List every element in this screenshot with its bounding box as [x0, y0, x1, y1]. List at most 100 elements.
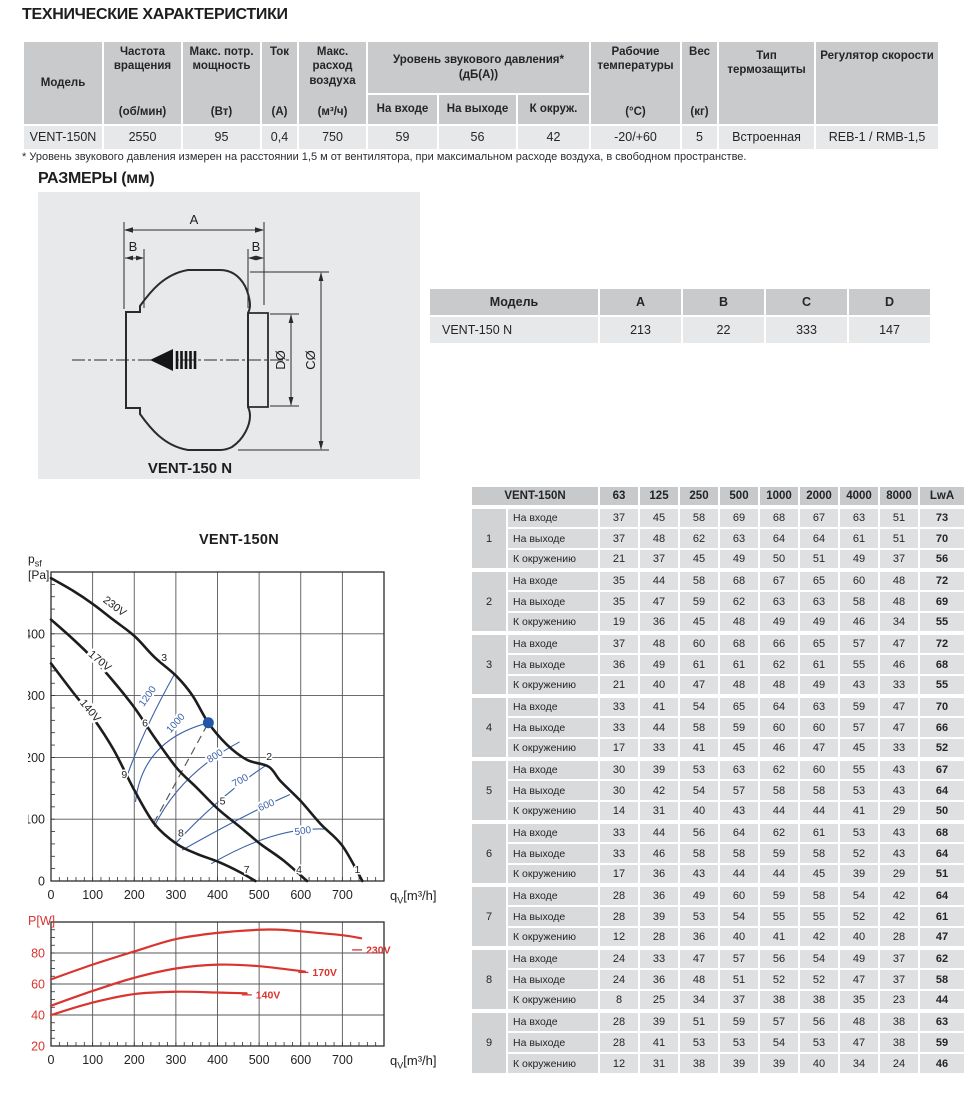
sound-value: 53: [838, 779, 880, 802]
dims-header-model: Модель: [428, 287, 600, 317]
sound-value: 41: [678, 737, 720, 760]
sound-value: 45: [838, 737, 880, 760]
sound-value: 28: [598, 905, 640, 928]
rpm-curve-label: 1200: [137, 684, 159, 709]
sound-header-freq: 250: [678, 485, 720, 508]
sound-header-freq: 63: [598, 485, 640, 508]
sound-value: 46: [758, 737, 800, 760]
mode-point-label: 6: [142, 718, 148, 730]
sound-value: 35: [598, 590, 640, 613]
sound-value: 23: [878, 989, 920, 1012]
sound-value: 64: [718, 820, 760, 844]
sound-value: 36: [638, 968, 680, 991]
sound-value: 35: [838, 989, 880, 1012]
sound-data-row: 5 На входе 30 39 53 63 62 60 55 43 67: [470, 757, 966, 823]
sound-value: 51: [878, 527, 920, 550]
sound-value: 45: [678, 611, 720, 634]
sound-value: 37: [878, 968, 920, 991]
spec-data-row: VENT-150N 2550 95 0,4 750 59 56 42 -20/+…: [22, 124, 940, 151]
sound-value: 40: [678, 800, 720, 823]
sound-value: 60: [678, 631, 720, 655]
curve-label-140V: 140V: [77, 697, 103, 725]
sound-row-label: К окружению: [506, 800, 600, 823]
sound-value: 44: [798, 800, 840, 823]
sound-value: 34: [878, 611, 920, 634]
sound-value: 56: [678, 820, 720, 844]
sound-value: 48: [878, 568, 920, 592]
sound-value: 51: [878, 505, 920, 529]
sound-header-freq: 8000: [878, 485, 920, 508]
sound-value: 44: [758, 863, 800, 886]
sound-value: 39: [758, 1052, 800, 1075]
sound-lwa-value: 72: [918, 631, 966, 655]
sound-value: 8: [598, 989, 640, 1012]
y-tick-label: 400: [28, 627, 45, 641]
sound-value: 31: [638, 800, 680, 823]
sound-data-row: 6 На входе 33 44 56 64 62 61 53 43 68: [470, 820, 966, 886]
sound-value: 43: [878, 842, 920, 865]
sound-value: 43: [838, 674, 880, 697]
sound-lwa-value: 68: [918, 653, 966, 676]
sound-value: 45: [638, 505, 680, 529]
x-tick-label: 700: [332, 888, 353, 902]
page-title: ТЕХНИЧЕСКИЕ ХАРАКТЕРИСТИКИ: [22, 6, 288, 23]
sound-value: 57: [718, 946, 760, 970]
dims-value-a: 213: [598, 315, 683, 345]
sound-header-row: VENT-150N 63 125 250 500 1000 2000 4000 8000 LwA: [470, 485, 966, 508]
sound-value: 28: [598, 883, 640, 907]
dims-data-row: VENT-150 N 213 22 333 147: [428, 315, 932, 345]
sound-row-label: На входе: [506, 1009, 600, 1033]
sound-value: 38: [878, 1009, 920, 1033]
dim-b-left-label: B: [129, 239, 138, 254]
sound-value: 63: [798, 590, 840, 613]
sound-group-number: 6: [470, 820, 508, 886]
sound-value: 21: [598, 548, 640, 571]
sound-data-row: На выходе 30 42 54 57 58 58 53 43 64: [471, 779, 966, 802]
spec-header-model: Модель: [22, 40, 104, 126]
sound-lwa-value: 58: [918, 968, 966, 991]
y-tick-label: 200: [28, 751, 45, 765]
sound-value: 38: [678, 1052, 720, 1075]
operating-point-marker: [202, 717, 214, 729]
spec-header-thermal: Тип термозащиты: [717, 40, 816, 126]
sound-lwa-value: 69: [918, 590, 966, 613]
sound-value: 44: [638, 716, 680, 739]
sound-value: 24: [878, 1052, 920, 1075]
sound-value: 54: [798, 946, 840, 970]
sound-value: 28: [598, 1009, 640, 1033]
footnote: * Уровень звукового давления измерен на …: [22, 151, 747, 163]
sound-data-row: К окружению 21 40 47 48 48 49 43 33 55: [471, 674, 966, 697]
sound-value: 28: [878, 926, 920, 949]
sound-value: 43: [678, 863, 720, 886]
sound-lwa-value: 51: [918, 863, 966, 886]
sound-value: 61: [838, 527, 880, 550]
sound-value: 42: [878, 883, 920, 907]
pressure-chart: psf [Pa] qV[m³/h] 0 100 200 300 400 500 600 700 0…: [24, 553, 450, 915]
sound-value: 60: [838, 568, 880, 592]
sound-value: 49: [638, 653, 680, 676]
sound-header-freq: 125: [638, 485, 680, 508]
sound-value: 52: [798, 968, 840, 991]
mode-point-label: 1: [354, 864, 360, 876]
sound-value: 42: [798, 926, 840, 949]
sound-value: 35: [598, 568, 640, 592]
sound-group-number: 4: [470, 694, 508, 760]
spec-value-model: VENT-150N: [22, 124, 104, 151]
rpm-curve-600: [181, 793, 291, 851]
sound-value: 47: [838, 1031, 880, 1054]
sound-row-label: На выходе: [506, 527, 600, 550]
sound-data-row: На выходе 24 36 48 51 52 52 47 37 58: [471, 968, 966, 991]
sound-value: 60: [758, 716, 800, 739]
sound-value: 58: [718, 842, 760, 865]
mode-point-label: 4: [296, 864, 302, 876]
spec-value-noise-in: 59: [366, 124, 439, 151]
sound-value: 36: [638, 883, 680, 907]
x-tick-label: 100: [82, 888, 103, 902]
sound-value: 40: [798, 1052, 840, 1075]
spec-header-noise: Уровень звукового давления* (дБ(А)): [366, 39, 591, 96]
sound-data-row: На выходе 36 49 61 61 62 61 55 46 68: [471, 653, 966, 676]
sound-lwa-value: 52: [918, 737, 966, 760]
sound-value: 39: [838, 863, 880, 886]
sound-value: 34: [678, 989, 720, 1012]
